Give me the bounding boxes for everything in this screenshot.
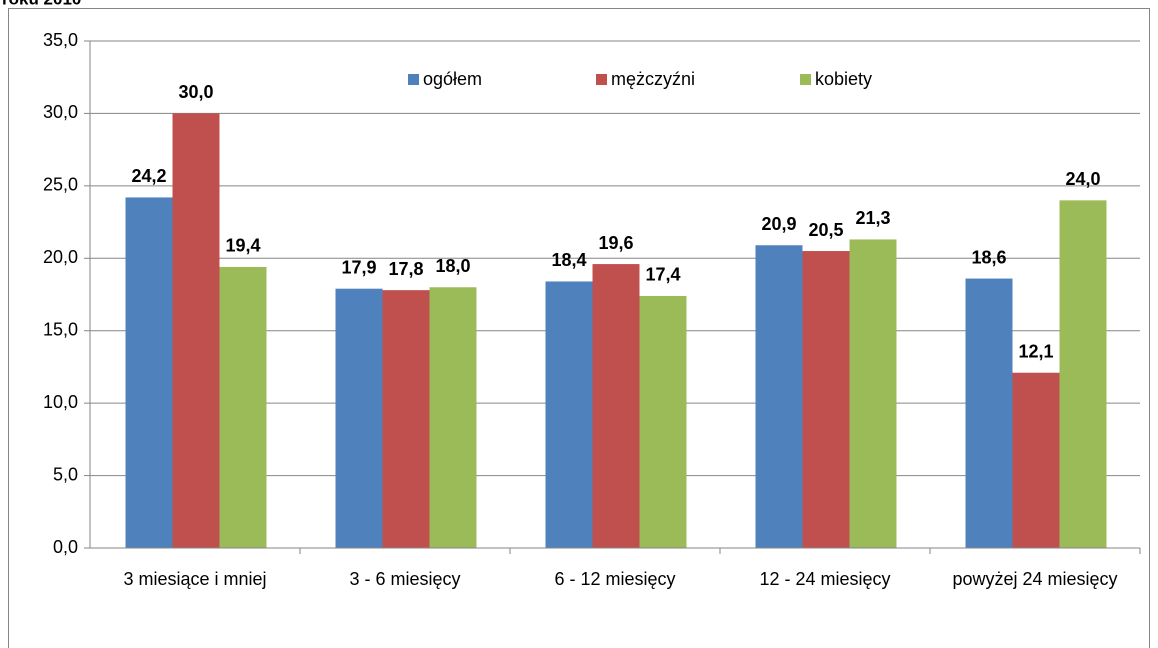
legend-swatch <box>800 74 811 85</box>
bar <box>172 113 220 548</box>
bar <box>802 251 850 549</box>
bar <box>639 295 687 548</box>
chart-border <box>8 8 1150 648</box>
chart-title: roku 2010 <box>2 0 81 8</box>
x-tick-label: 3 - 6 miesięcy <box>349 569 460 589</box>
bar <box>429 287 477 548</box>
bar <box>219 266 267 548</box>
y-tick-label: 35,0 <box>43 30 78 50</box>
y-tick-label: 0,0 <box>53 537 78 557</box>
legend-label: ogółem <box>423 69 482 89</box>
bar <box>592 264 640 548</box>
value-label: 18,0 <box>435 256 470 276</box>
bar <box>382 290 430 548</box>
value-label: 24,2 <box>131 166 166 186</box>
value-label: 18,4 <box>551 250 586 270</box>
bar <box>1059 200 1107 549</box>
x-tick-label: 12 - 24 miesięcy <box>759 569 890 589</box>
bar <box>755 245 803 548</box>
value-label: 18,6 <box>971 247 1006 267</box>
y-tick-label: 15,0 <box>43 319 78 339</box>
legend-label: mężczyźni <box>611 69 695 89</box>
y-tick-label: 25,0 <box>43 175 78 195</box>
value-label: 20,9 <box>761 214 796 234</box>
legend-swatch <box>408 74 419 85</box>
legend-label: kobiety <box>815 69 872 89</box>
y-tick-label: 10,0 <box>43 392 78 412</box>
x-tick-label: powyżej 24 miesięcy <box>952 569 1117 589</box>
value-label: 17,9 <box>341 257 376 277</box>
value-label: 24,0 <box>1065 169 1100 189</box>
value-label: 19,4 <box>225 236 260 256</box>
value-label: 17,4 <box>645 265 680 285</box>
y-tick-label: 30,0 <box>43 102 78 122</box>
value-label: 30,0 <box>178 82 213 102</box>
value-label: 21,3 <box>855 208 890 228</box>
bar <box>849 239 897 548</box>
x-tick-label: 6 - 12 miesięcy <box>554 569 675 589</box>
bar <box>125 197 173 548</box>
y-tick-label: 20,0 <box>43 247 78 267</box>
x-tick-label: 3 miesiące i mniej <box>123 569 266 589</box>
bar <box>335 288 383 548</box>
value-label: 17,8 <box>388 259 423 279</box>
y-tick-label: 5,0 <box>53 464 78 484</box>
value-label: 12,1 <box>1018 341 1053 361</box>
bar <box>965 278 1013 548</box>
bar <box>545 281 593 548</box>
legend-swatch <box>596 74 607 85</box>
value-label: 19,6 <box>598 233 633 253</box>
value-label: 20,5 <box>808 220 843 240</box>
bar <box>1012 372 1060 548</box>
